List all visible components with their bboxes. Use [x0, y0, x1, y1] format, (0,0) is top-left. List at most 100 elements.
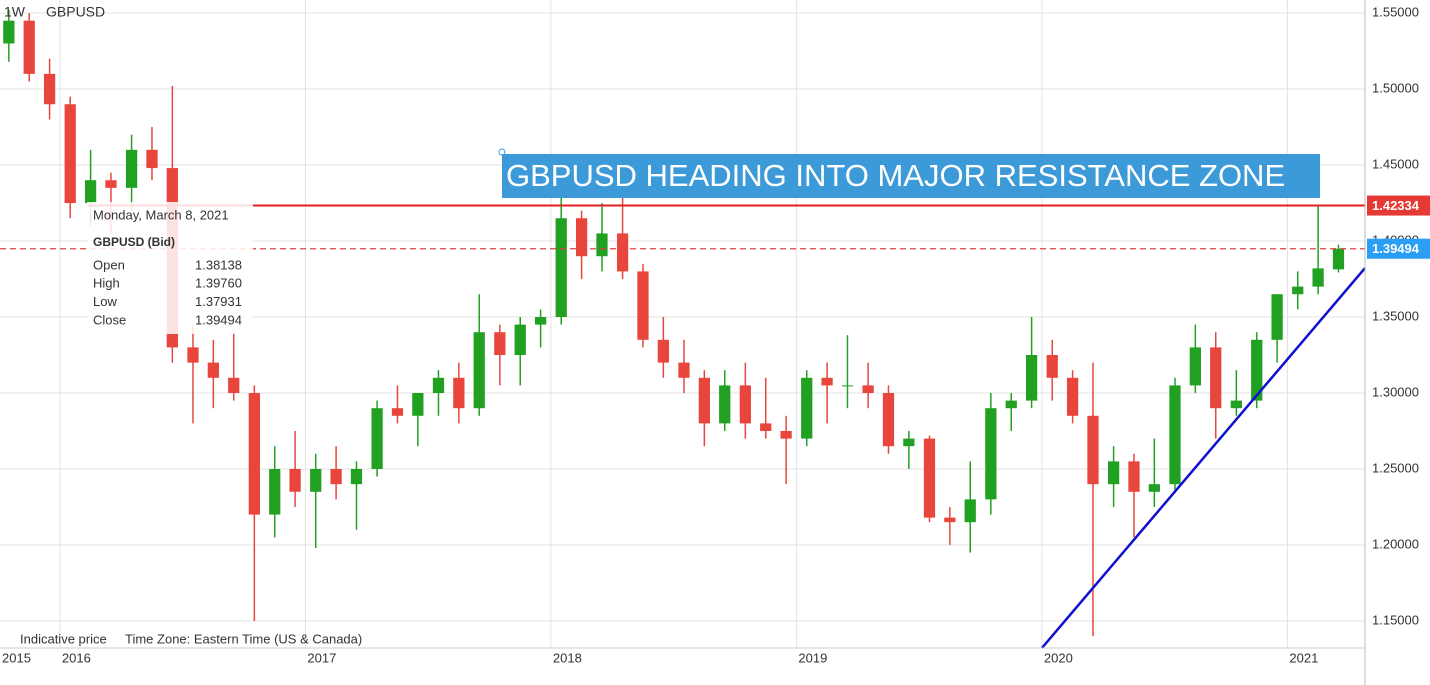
- candle-body: [1332, 248, 1345, 270]
- candle-body: [678, 362, 690, 378]
- candle-body: [269, 468, 281, 515]
- candle-body: [350, 468, 363, 485]
- candle-body: [125, 149, 138, 188]
- candle-body: [801, 377, 813, 439]
- tooltip-label: Close: [93, 312, 126, 327]
- price-label: 1.39494: [1372, 241, 1420, 256]
- tooltip-label: Open: [93, 257, 125, 272]
- y-tick-label: 1.25000: [1372, 460, 1419, 475]
- y-tick-label: 1.50000: [1372, 80, 1419, 95]
- candle-body: [146, 149, 158, 169]
- candle-body: [923, 438, 936, 518]
- candle-body: [187, 347, 199, 363]
- y-tick-label: 1.20000: [1372, 536, 1419, 551]
- candle-body: [289, 468, 301, 492]
- candle-body: [1087, 415, 1099, 485]
- candle-body: [1148, 484, 1160, 492]
- candle-body: [3, 20, 15, 44]
- tooltip-symbol: GBPUSD (Bid): [93, 235, 175, 249]
- y-tick-label: 1.30000: [1372, 384, 1419, 399]
- candle-body: [534, 317, 547, 325]
- candle-body: [698, 377, 710, 424]
- candle-body: [1292, 286, 1304, 295]
- tooltip-value: 1.39494: [195, 312, 242, 327]
- candle-body: [637, 271, 649, 340]
- candle-body: [432, 377, 445, 393]
- period: 1W: [4, 4, 26, 20]
- candle-body: [105, 180, 117, 188]
- candle-body: [1066, 377, 1079, 416]
- candle-body: [1107, 461, 1120, 485]
- candle-body: [248, 392, 260, 515]
- annotation-box: [502, 154, 1320, 198]
- candle-body: [1271, 294, 1283, 340]
- tooltip-value: 1.39760: [195, 276, 242, 291]
- candle-body: [228, 377, 240, 393]
- candle-body: [310, 468, 322, 492]
- candle-body: [964, 499, 976, 523]
- candle-body: [330, 468, 342, 485]
- price-label: 1.42334: [1372, 198, 1420, 213]
- candle-body: [1189, 347, 1201, 386]
- candle-body: [1210, 347, 1222, 409]
- x-tick-label: 2016: [62, 650, 91, 665]
- annotation: GBPUSD HEADING INTO MAJOR RESISTANCE ZON…: [506, 158, 1285, 193]
- x-tick-label: 2018: [553, 650, 582, 665]
- candle-body: [412, 392, 424, 416]
- candle-body: [1230, 400, 1242, 409]
- candle-body: [903, 438, 915, 447]
- candle-body: [391, 408, 404, 416]
- candle-body: [494, 332, 506, 356]
- candle-body: [1169, 385, 1181, 485]
- candle-body: [555, 218, 567, 318]
- candle-body: [84, 180, 97, 204]
- candle-body: [821, 377, 833, 386]
- tooltip-box: [87, 202, 253, 334]
- candle-body: [1312, 268, 1324, 287]
- candle-body: [575, 218, 588, 257]
- grid: [0, 0, 1365, 648]
- y-tick-label: 1.35000: [1372, 308, 1419, 323]
- tooltip-label: High: [93, 276, 120, 291]
- candle-body: [43, 73, 56, 105]
- candle-body: [473, 332, 485, 409]
- candle-body: [1128, 461, 1140, 492]
- x-tick-label: 2021: [1289, 650, 1318, 665]
- y-tick-label: 1.55000: [1372, 5, 1419, 20]
- candle-body: [780, 430, 792, 439]
- candle-body: [453, 377, 465, 409]
- candle-body: [23, 20, 35, 74]
- price-label-box: [1367, 195, 1430, 216]
- candle-body: [616, 233, 629, 272]
- candle-body: [739, 385, 751, 424]
- tooltip-value: 1.38138: [195, 257, 242, 272]
- footer: Time Zone: Eastern Time (US & Canada): [125, 631, 362, 646]
- candle-body: [64, 104, 76, 204]
- candle-body: [882, 392, 895, 447]
- overlays: GBPUSD HEADING INTO MAJOR RESISTANCE ZON…: [0, 148, 1366, 649]
- candle-body: [596, 233, 608, 257]
- candle-body: [1025, 355, 1038, 401]
- candle-body: [514, 324, 526, 356]
- trendline: [1040, 267, 1366, 649]
- x-tick-label: 2017: [307, 650, 336, 665]
- tooltip-date: Monday, March 8, 2021: [93, 207, 229, 222]
- candles: [3, 10, 1345, 637]
- candle-body: [207, 362, 219, 378]
- candle-body: [862, 385, 874, 393]
- candle-body: [719, 385, 731, 424]
- candle-body: [1046, 355, 1058, 378]
- symbol: GBPUSD: [46, 4, 105, 20]
- footer: Indicative price: [20, 631, 107, 646]
- tooltip-label: Low: [93, 294, 117, 309]
- candle-body: [944, 517, 956, 523]
- x-tick-label: 2020: [1044, 650, 1073, 665]
- y-tick-label: 1.15000: [1372, 612, 1419, 627]
- candle-body: [371, 408, 383, 469]
- candle-body: [1005, 400, 1017, 409]
- tooltip-value: 1.37931: [195, 294, 242, 309]
- x-tick-label: 2019: [798, 650, 827, 665]
- candle-body: [657, 339, 669, 363]
